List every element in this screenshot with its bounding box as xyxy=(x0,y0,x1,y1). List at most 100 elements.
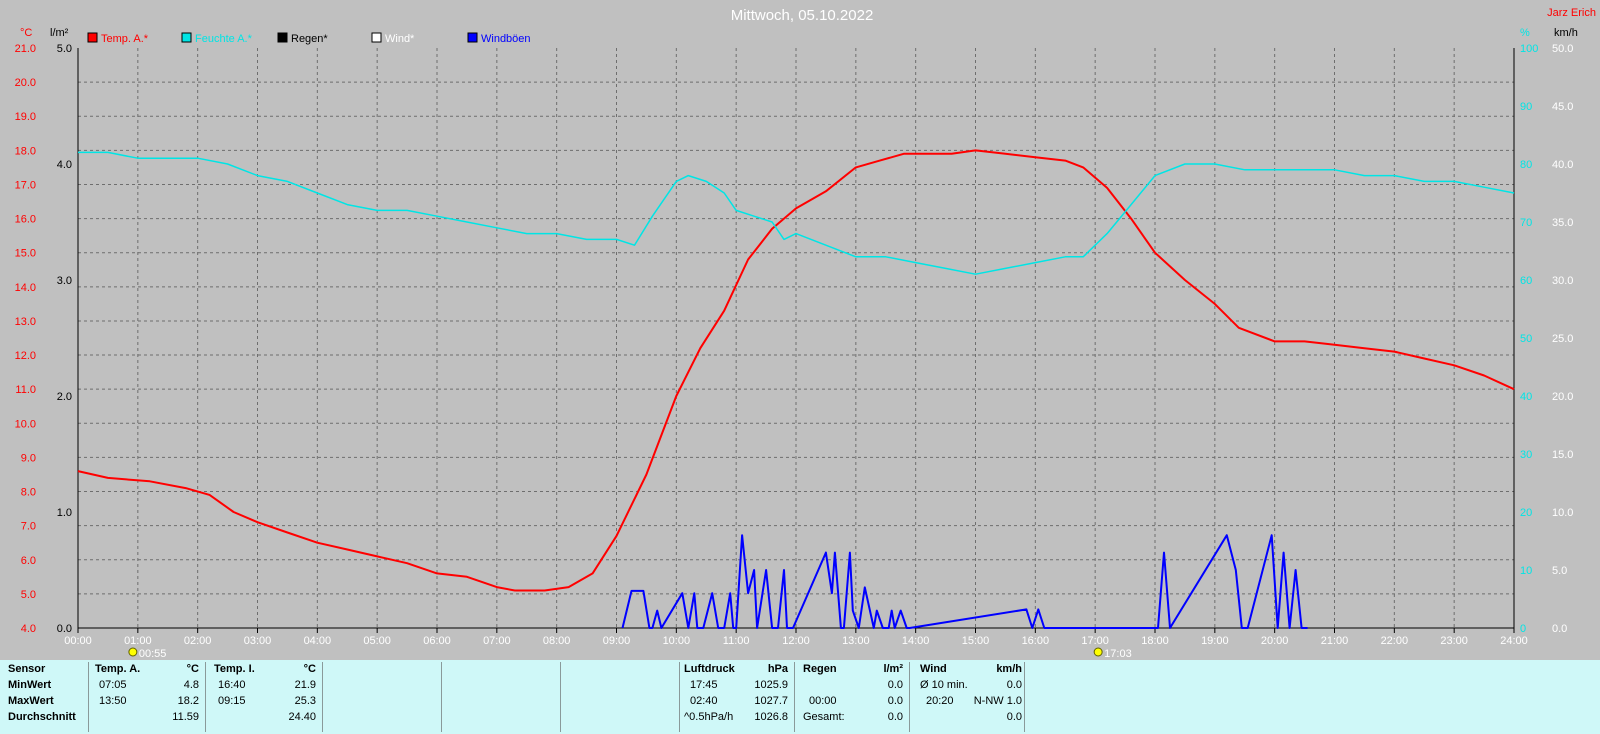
temp-a-min-time: 07:05 xyxy=(99,679,127,691)
x-tick-label: 17:00 xyxy=(1081,635,1109,647)
wind-column: Wind km/h Ø 10 min. 0.0 20:20 N-NW 1.0 0… xyxy=(910,662,1025,732)
wind-axis-unit: km/h xyxy=(1554,27,1578,39)
humidity-tick-label: 100 xyxy=(1520,43,1538,55)
wind-tick-label: 25.0 xyxy=(1552,333,1573,345)
x-tick-label: 23:00 xyxy=(1440,635,1468,647)
chart-title: Mittwoch, 05.10.2022 xyxy=(731,7,874,24)
temp-a-unit: °C xyxy=(186,663,199,675)
sun-event-label: 17:03 xyxy=(1104,648,1132,660)
temp-tick-label: 6.0 xyxy=(21,555,36,567)
rain-tick-label: 2.0 xyxy=(57,391,72,403)
temp-a-column: Temp. A. °C 07:05 4.8 13:50 18.2 11.59 xyxy=(89,662,206,732)
humidity-tick-label: 40 xyxy=(1520,391,1532,403)
sun-event-label: 00:55 xyxy=(139,648,167,660)
rain-time-value: 0.0 xyxy=(887,695,903,707)
legend: Temp. A.* Feuchte A.* Regen* Wind* Windböen xyxy=(87,32,531,45)
temp-a-max-value: 18.2 xyxy=(177,695,199,707)
temp-tick-label: 15.0 xyxy=(15,248,36,260)
wind-unit: km/h xyxy=(996,663,1022,675)
humidity-tick-label: 70 xyxy=(1520,217,1532,229)
wind-max-direction: N-NW 1.0 xyxy=(973,695,1022,707)
temp-a-max-time: 13:50 xyxy=(99,695,127,707)
humidity-tick-label: 60 xyxy=(1520,275,1532,287)
temp-i-unit: °C xyxy=(303,663,316,675)
x-tick-label: 02:00 xyxy=(184,635,212,647)
legend-swatch xyxy=(467,32,478,43)
avg-row-label: Durchschnitt xyxy=(8,711,76,723)
empty-column-3 xyxy=(561,662,680,732)
rain-tick-label: 5.0 xyxy=(57,43,72,55)
x-tick-label: 08:00 xyxy=(543,635,571,647)
rain-row1-value: 0.0 xyxy=(887,679,903,691)
x-tick-label: 03:00 xyxy=(244,635,272,647)
wind-tick-label: 0.0 xyxy=(1552,623,1567,635)
rain-time: 00:00 xyxy=(809,695,837,707)
temp-tick-label: 19.0 xyxy=(15,111,36,123)
temp-tick-label: 5.0 xyxy=(21,589,36,601)
temp-i-min-value: 21.9 xyxy=(294,679,316,691)
series-feuchte-a xyxy=(78,151,1515,275)
humidity-tick-label: 30 xyxy=(1520,449,1532,461)
wind-row3-value: 0.0 xyxy=(1006,711,1022,723)
rain-total-label: Gesamt: xyxy=(803,711,845,723)
humidity-tick-label: 20 xyxy=(1520,507,1532,519)
wind-header: Wind xyxy=(920,663,947,675)
temp-i-average: 24.40 xyxy=(288,711,316,723)
temp-tick-label: 7.0 xyxy=(21,521,36,533)
author-label: Jarz Erich xyxy=(1547,7,1596,19)
pressure-column: Luftdruck hPa 17:45 1025.9 02:40 1027.7 … xyxy=(680,662,795,732)
empty-column-1 xyxy=(323,662,442,732)
x-tick-label: 06:00 xyxy=(423,635,451,647)
statistics-table: Sensor MinWert MaxWert Durchschnitt Temp… xyxy=(0,660,1600,734)
x-tick-label: 18:00 xyxy=(1141,635,1169,647)
temp-a-min-value: 4.8 xyxy=(183,679,199,691)
temp-tick-label: 14.0 xyxy=(15,282,36,294)
temp-tick-label: 17.0 xyxy=(15,179,36,191)
humidity-tick-label: 0 xyxy=(1520,623,1526,635)
sun-events: 00:55 17:03 xyxy=(128,647,1132,660)
temp-axis-unit: °C xyxy=(20,27,32,39)
humidity-tick-label: 10 xyxy=(1520,565,1532,577)
x-tick-label: 12:00 xyxy=(782,635,810,647)
temp-i-header: Temp. I. xyxy=(214,663,255,675)
series-windb-en xyxy=(621,534,1308,629)
rain-total-value: 0.0 xyxy=(887,711,903,723)
legend-label: Wind* xyxy=(385,33,415,45)
humidity-tick-label: 90 xyxy=(1520,101,1532,113)
pressure-min-value: 1025.9 xyxy=(754,679,788,691)
rain-tick-label: 1.0 xyxy=(57,507,72,519)
pressure-trend-value: 1026.8 xyxy=(754,711,788,723)
rain-column: Regen l/m² 0.0 00:00 0.0 Gesamt: 0.0 xyxy=(795,662,910,732)
wind-tick-label: 15.0 xyxy=(1552,449,1573,461)
x-tick-label: 19:00 xyxy=(1201,635,1229,647)
data-series xyxy=(77,149,1515,629)
x-tick-label: 04:00 xyxy=(304,635,332,647)
pressure-trend-label: ^0.5hPa/h xyxy=(684,711,734,723)
legend-label: Windböen xyxy=(481,33,531,45)
temp-tick-label: 16.0 xyxy=(15,214,36,226)
wind-tick-label: 10.0 xyxy=(1552,507,1573,519)
series-temp-a xyxy=(77,149,1515,592)
wind-tick-label: 30.0 xyxy=(1552,275,1573,287)
x-tick-label: 05:00 xyxy=(363,635,391,647)
x-tick-label: 01:00 xyxy=(124,635,152,647)
temp-tick-label: 9.0 xyxy=(21,452,36,464)
temp-a-average: 11.59 xyxy=(172,711,199,723)
temp-tick-label: 18.0 xyxy=(15,145,36,157)
temp-i-max-value: 25.3 xyxy=(294,695,316,707)
temp-tick-label: 11.0 xyxy=(15,384,36,396)
x-tick-label: 22:00 xyxy=(1381,635,1409,647)
max-row-label: MaxWert xyxy=(8,695,54,707)
legend-label: Temp. A.* xyxy=(101,33,149,45)
rain-unit: l/m² xyxy=(883,663,903,675)
x-tick-label: 21:00 xyxy=(1321,635,1349,647)
wind-tick-label: 20.0 xyxy=(1552,391,1573,403)
temp-i-max-time: 09:15 xyxy=(218,695,246,707)
temp-i-column: Temp. I. °C 16:40 21.9 09:15 25.3 24.40 xyxy=(206,662,323,732)
wind-tick-label: 45.0 xyxy=(1552,101,1573,113)
x-tick-label: 14:00 xyxy=(902,635,930,647)
x-tick-label: 15:00 xyxy=(962,635,990,647)
wind-avg-label: Ø 10 min. xyxy=(920,679,968,691)
x-tick-label: 24:00 xyxy=(1500,635,1528,647)
x-axis: 00:00 01:00 02:00 03:00 04:00 05:00 06:00 07:00… xyxy=(64,628,1528,647)
